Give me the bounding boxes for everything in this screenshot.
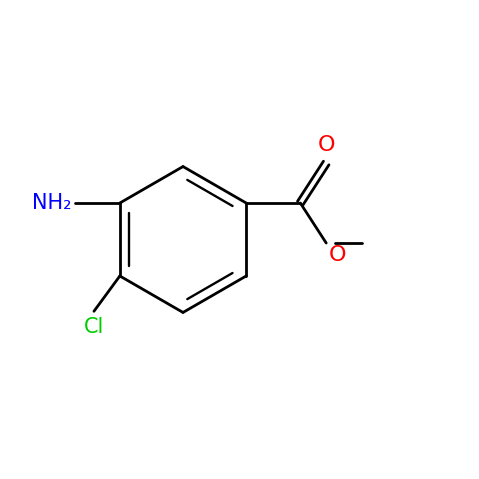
Text: Cl: Cl <box>84 317 104 337</box>
Text: O: O <box>318 135 335 155</box>
Text: O: O <box>329 245 346 265</box>
Text: NH₂: NH₂ <box>32 193 71 213</box>
